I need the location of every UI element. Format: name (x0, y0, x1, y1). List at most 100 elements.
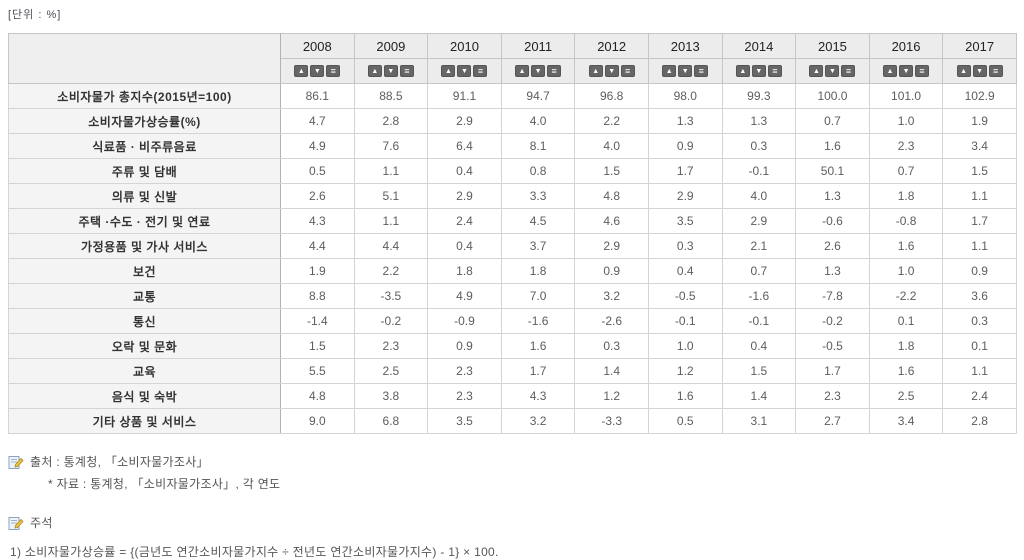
note-icon (8, 516, 24, 530)
value-cell: -0.1 (721, 158, 797, 184)
value-cell: 0.1 (868, 308, 944, 334)
value-cell: 91.1 (427, 83, 502, 109)
value-cell: 6.8 (353, 408, 429, 434)
value-cell: 1.5 (280, 333, 355, 359)
sort-desc-button-2015[interactable]: ▼ (825, 65, 840, 77)
value-cell: 0.4 (427, 158, 502, 184)
sort-asc-button-2017[interactable]: ▲ (956, 65, 971, 77)
year-header-2013: 2013 (647, 33, 723, 59)
value-cell: 1.5 (721, 358, 797, 384)
value-cell: 1.1 (942, 183, 1017, 209)
value-cell: 88.5 (353, 83, 429, 109)
value-cell: 8.8 (280, 283, 355, 309)
sort-asc-button-2008[interactable]: ▲ (294, 65, 309, 77)
row-label-1: 소비자물가상승률(%) (8, 108, 281, 134)
sort-view-button-2013[interactable]: ≡ (694, 65, 709, 77)
value-cell: 1.1 (353, 208, 429, 234)
sort-view-button-2015[interactable]: ≡ (841, 65, 856, 77)
footer: 출처 : 통계청, 「소비자물가조사」 * 자료 : 통계청, 「소비자물가조사… (8, 453, 1016, 560)
value-cell: 1.3 (795, 258, 870, 284)
value-cell: -0.9 (427, 308, 502, 334)
value-cell: 3.4 (942, 133, 1017, 159)
value-cell: 1.3 (795, 183, 870, 209)
sort-desc-button-2014[interactable]: ▼ (751, 65, 766, 77)
value-cell: -0.1 (721, 308, 797, 334)
sort-view-button-2014[interactable]: ≡ (767, 65, 782, 77)
value-cell: 0.3 (721, 133, 797, 159)
value-cell: 4.0 (500, 108, 576, 134)
sort-view-button-2012[interactable]: ≡ (620, 65, 635, 77)
sort-desc-button-2017[interactable]: ▼ (972, 65, 987, 77)
sort-desc-button-2008[interactable]: ▼ (310, 65, 325, 77)
value-cell: 1.3 (721, 108, 797, 134)
year-header-2017: 2017 (942, 33, 1017, 59)
year-header-2009: 2009 (353, 33, 429, 59)
sort-view-button-2017[interactable]: ≡ (988, 65, 1003, 77)
value-cell: 0.4 (427, 233, 502, 259)
sort-asc-button-2011[interactable]: ▲ (515, 65, 530, 77)
value-cell: 1.7 (795, 358, 870, 384)
table-corner-cell (8, 33, 281, 84)
value-cell: -2.2 (868, 283, 944, 309)
sort-desc-button-2016[interactable]: ▼ (899, 65, 914, 77)
table-row: 소비자물가상승률(%) 4.7 2.8 2.9 4.0 2.2 1.3 1.3 0.7 1.0 1.… (8, 108, 1017, 134)
value-cell: 2.9 (427, 183, 502, 209)
value-cell: 1.6 (647, 383, 723, 409)
sort-desc-button-2012[interactable]: ▼ (604, 65, 619, 77)
sort-asc-button-2010[interactable]: ▲ (441, 65, 456, 77)
value-cell: 1.6 (795, 133, 870, 159)
sort-asc-button-2016[interactable]: ▲ (883, 65, 898, 77)
table-row: 오락 및 문화 1.5 2.3 0.9 1.6 0.3 1.0 0.4 -0.5 1.8 0.1 (8, 333, 1017, 359)
value-cell: 0.7 (795, 108, 870, 134)
value-cell: 2.3 (427, 383, 502, 409)
value-cell: 2.4 (942, 383, 1017, 409)
sort-view-button-2009[interactable]: ≡ (399, 65, 414, 77)
sort-view-button-2011[interactable]: ≡ (547, 65, 562, 77)
source-line: 출처 : 통계청, 「소비자물가조사」 (8, 453, 1016, 470)
value-cell: 8.1 (500, 133, 576, 159)
value-cell: 3.6 (942, 283, 1017, 309)
year-header-2016: 2016 (868, 33, 944, 59)
year-header-2011: 2011 (500, 33, 576, 59)
value-cell: 50.1 (795, 158, 870, 184)
sort-asc-button-2012[interactable]: ▲ (588, 65, 603, 77)
value-cell: 0.9 (647, 133, 723, 159)
sort-desc-button-2010[interactable]: ▼ (457, 65, 472, 77)
sort-view-button-2016[interactable]: ≡ (915, 65, 930, 77)
row-label-10: 오락 및 문화 (8, 333, 281, 359)
value-cell: 4.3 (500, 383, 576, 409)
value-cell: -0.6 (795, 208, 870, 234)
sort-view-button-2010[interactable]: ≡ (473, 65, 488, 77)
value-cell: 3.4 (868, 408, 944, 434)
value-cell: 1.8 (868, 333, 944, 359)
source-text: 출처 : 통계청, 「소비자물가조사」 (30, 455, 209, 469)
value-cell: 2.3 (353, 333, 429, 359)
sort-controls-2013: ▲ ▼ ≡ (647, 58, 723, 84)
note-text: 1) 소비자물가상승률 = {(금년도 연간소비자물가지수 ÷ 전년도 연간소비… (10, 545, 499, 559)
sort-asc-button-2015[interactable]: ▲ (809, 65, 824, 77)
sort-view-button-2008[interactable]: ≡ (326, 65, 341, 77)
value-cell: 4.0 (721, 183, 797, 209)
cpi-table: 2008 2009 2010 2011 2012 2013 2014 2015 2016 2017… (8, 33, 1017, 434)
row-label-4: 의류 및 신발 (8, 183, 281, 209)
value-cell: 1.5 (942, 158, 1017, 184)
row-label-12: 음식 및 숙박 (8, 383, 281, 409)
sort-desc-button-2013[interactable]: ▼ (678, 65, 693, 77)
value-cell: 4.5 (500, 208, 576, 234)
value-cell: 6.4 (427, 133, 502, 159)
table-row: 통신 -1.4 -0.2 -0.9 -1.6 -2.6 -0.1 -0.1 -0.2 0.1 0.3 (8, 308, 1017, 334)
value-cell: 1.0 (868, 258, 944, 284)
sort-asc-button-2014[interactable]: ▲ (735, 65, 750, 77)
table-row: 보건 1.9 2.2 1.8 1.8 0.9 0.4 0.7 1.3 1.0 0.9 (8, 258, 1017, 284)
sort-asc-button-2009[interactable]: ▲ (367, 65, 382, 77)
value-cell: 1.6 (500, 333, 576, 359)
value-cell: 0.9 (427, 333, 502, 359)
sort-desc-button-2009[interactable]: ▼ (383, 65, 398, 77)
note-title-line: 주석 (8, 514, 1016, 531)
table-row: 식료품 · 비주류음료 4.9 7.6 6.4 8.1 4.0 0.9 0.3 1.6 2.3 3.… (8, 133, 1017, 159)
sort-asc-button-2013[interactable]: ▲ (662, 65, 677, 77)
year-header-2008: 2008 (280, 33, 355, 59)
value-cell: 4.4 (280, 233, 355, 259)
year-header-2014: 2014 (721, 33, 797, 59)
sort-desc-button-2011[interactable]: ▼ (531, 65, 546, 77)
